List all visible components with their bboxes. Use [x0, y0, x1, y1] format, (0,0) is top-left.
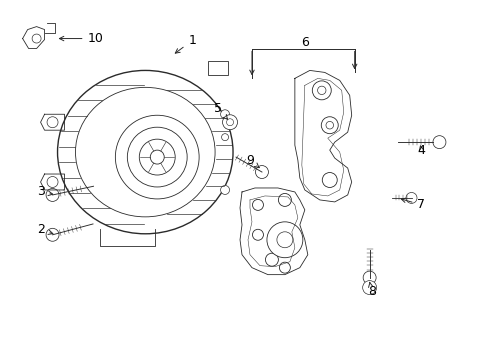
Circle shape [150, 150, 164, 164]
Text: 2: 2 [37, 223, 53, 236]
Polygon shape [22, 27, 44, 49]
Circle shape [265, 253, 278, 266]
Circle shape [363, 271, 375, 284]
Text: 10: 10 [59, 32, 103, 45]
Bar [208, 62, 227, 75]
Circle shape [115, 115, 199, 199]
Circle shape [252, 229, 263, 240]
Circle shape [220, 110, 229, 119]
Circle shape [312, 81, 330, 100]
Text: 1: 1 [175, 34, 196, 53]
Circle shape [321, 117, 338, 134]
Circle shape [46, 228, 59, 241]
Text: 9: 9 [245, 154, 259, 168]
Circle shape [221, 134, 228, 141]
Circle shape [279, 262, 290, 273]
Polygon shape [240, 188, 307, 275]
Circle shape [226, 119, 233, 126]
Circle shape [278, 193, 291, 206]
Circle shape [325, 121, 333, 129]
Circle shape [317, 86, 325, 95]
Circle shape [322, 172, 337, 188]
Circle shape [46, 189, 59, 201]
Text: 7: 7 [401, 198, 425, 211]
Circle shape [127, 127, 187, 187]
Circle shape [255, 166, 268, 179]
Circle shape [32, 34, 41, 43]
Circle shape [220, 185, 229, 194]
Circle shape [362, 280, 376, 294]
Circle shape [252, 199, 263, 210]
Ellipse shape [75, 87, 215, 217]
Text: 6: 6 [300, 36, 308, 49]
Circle shape [222, 115, 237, 130]
Circle shape [47, 176, 58, 188]
Ellipse shape [58, 71, 233, 234]
Text: 3: 3 [37, 185, 53, 198]
Circle shape [405, 193, 416, 203]
Circle shape [276, 232, 292, 248]
Circle shape [139, 139, 175, 175]
Polygon shape [294, 71, 351, 202]
Text: 5: 5 [214, 102, 227, 119]
Text: 8: 8 [367, 282, 375, 298]
Circle shape [432, 136, 445, 149]
Text: 4: 4 [417, 144, 425, 157]
Circle shape [47, 117, 58, 128]
Circle shape [266, 222, 302, 258]
